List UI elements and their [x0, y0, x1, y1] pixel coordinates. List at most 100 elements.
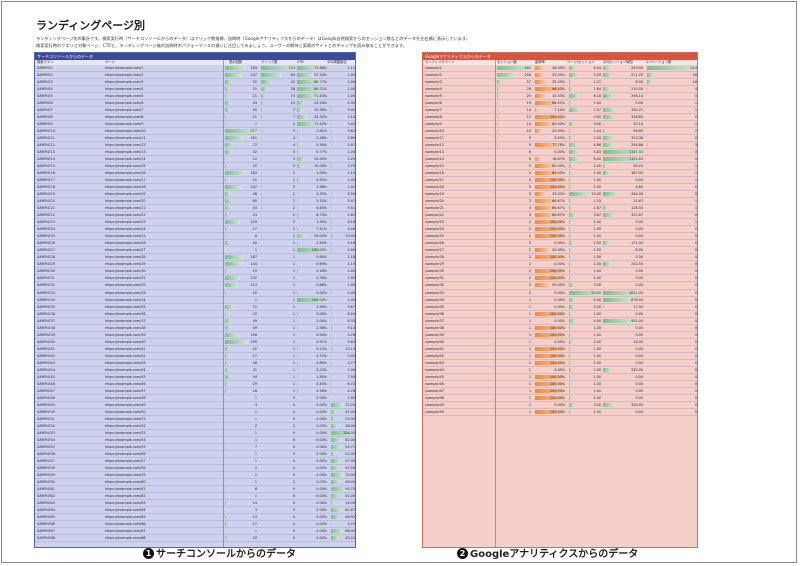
- landing-page-cell: /sample/27: [425, 248, 444, 253]
- bounce-cell: 66.67%: [552, 206, 565, 211]
- landing-page-cell: /sample/44: [425, 367, 444, 372]
- data-bar: [225, 283, 239, 288]
- data-bar: [647, 66, 697, 70]
- table-row: /sample/30 2 100.00% 1.00 0.00 0: [423, 268, 697, 276]
- position-cell: 66.00: [345, 529, 355, 534]
- table-row: SAMPLE58 https://example.com/58 2 0 0.00% 47.…: [35, 465, 355, 472]
- pages-session-cell: 6.18: [593, 94, 601, 99]
- impressions-cell: 1: [254, 297, 257, 302]
- data-bar: [569, 297, 576, 302]
- pages-session-cell: 2.00: [593, 164, 601, 169]
- col-pages-session: ページ/セッション: [567, 60, 595, 64]
- pages-session-cell: 1.44: [593, 129, 601, 134]
- table-row: /sample/19 3 33.33% 13.00 444.00 0: [423, 191, 697, 199]
- bounce-cell: 100.00%: [549, 269, 565, 274]
- ctr-cell: 5.56%: [316, 388, 327, 393]
- sessions-cell: 5: [528, 171, 531, 176]
- page-cell: https://example.com/19: [105, 192, 146, 197]
- ctr-cell: 1.09%: [316, 171, 327, 176]
- data-bar: [331, 227, 332, 232]
- bounce-cell: 100.00%: [549, 353, 565, 358]
- table-row: /sample/24 2 100.00% 1.00 0.00 0: [423, 226, 697, 234]
- data-bar: [331, 500, 334, 505]
- ctr-cell: 2.50%: [316, 241, 327, 246]
- data-bar: [569, 143, 577, 148]
- table-row: /sample/36 1 100.00% 1.00 0.00 0: [423, 311, 697, 318]
- query-cell: SAMPLE57: [37, 458, 55, 463]
- impressions-cell: 18: [252, 388, 257, 393]
- data-bar: [297, 108, 302, 113]
- table-row: SAMPLE66 https://example.com/66 27 0 0.00% 5.…: [35, 521, 355, 529]
- impressions-cell: 20: [252, 290, 257, 295]
- ctr-cell: 0.69%: [316, 262, 327, 267]
- impressions-cell: 195: [250, 339, 257, 344]
- data-bar: [569, 227, 571, 232]
- pages-session-cell: 4.00: [593, 297, 601, 302]
- data-bar: [261, 73, 283, 78]
- data-bar: [331, 507, 342, 512]
- ctr-cell: 15.56%: [314, 108, 327, 113]
- data-bar: [603, 108, 615, 113]
- landing-page-cell: /sample/22: [425, 213, 444, 218]
- ctr-cell: 2.56%: [316, 325, 327, 330]
- sessions-cell: 1: [528, 339, 531, 344]
- table-row: SAMPLE56 https://example.com/56 1 0 0.00% 22.…: [35, 451, 355, 458]
- page-cell: https://example.com/12: [105, 143, 146, 148]
- ctr-cell: 25.00%: [314, 157, 327, 162]
- position-cell: 4.00: [347, 248, 355, 253]
- impressions-cell: 40: [252, 241, 257, 246]
- pages-session-cell: 3.00: [593, 402, 601, 407]
- data-bar: [331, 493, 341, 498]
- data-bar: [225, 367, 229, 372]
- data-bar: [569, 122, 574, 127]
- landing-page-cell: /sample/50: [425, 409, 444, 414]
- data-bar: [297, 101, 304, 106]
- sessions-cell: 491: [524, 66, 531, 70]
- query-cell: SAMPLE25: [37, 234, 55, 239]
- table-row: SAMPLE26 https://example.com/26 40 1 2.50% 4.…: [35, 240, 355, 248]
- avg-duration-cell: 444.00: [631, 192, 643, 197]
- conversions-cell: 0: [694, 255, 697, 260]
- landing-page-cell: /sample/42: [425, 353, 444, 358]
- table-row: /sample/35 1 0.00% 3.00 17.00 0: [423, 304, 697, 311]
- table-row: /sample/20 3 66.67% 1.33 11.67 1: [423, 198, 697, 206]
- table-row: SAMPLE57 https://example.com/57 1 0 0.00% 57.…: [35, 458, 355, 465]
- landing-page-cell: /sample/11: [425, 136, 444, 141]
- impressions-cell: 1: [254, 416, 257, 421]
- page-cell: https://example.com/6: [105, 101, 144, 106]
- data-bar: [225, 206, 230, 211]
- data-bar: [225, 171, 247, 176]
- table-row: SAMPLE17 https://example.com/17 21 2 9.52% 1.…: [35, 177, 355, 185]
- data-bar: [331, 346, 334, 351]
- data-bar: [535, 346, 565, 351]
- data-bar: [535, 227, 565, 232]
- data-bar: [225, 486, 226, 491]
- data-bar: [535, 94, 545, 99]
- sessions-cell: 2: [528, 255, 531, 260]
- data-bar: [331, 430, 355, 435]
- pages-session-cell: 1.00: [593, 269, 601, 274]
- impressions-cell: 20: [252, 311, 257, 316]
- sessions-cell: 2: [528, 220, 531, 225]
- landing-page-cell: /sample/2: [425, 73, 442, 78]
- query-cell: SAMPLE34: [37, 297, 55, 302]
- clicks-cell: 1: [292, 381, 295, 386]
- data-bar: [225, 143, 234, 148]
- data-bar: [331, 192, 332, 197]
- data-bar: [261, 101, 264, 106]
- avg-duration-cell: 11.67: [633, 199, 643, 204]
- data-bar: [297, 234, 305, 239]
- pages-session-cell: 2.50: [593, 241, 601, 246]
- data-bar: [331, 388, 332, 393]
- page-cell: https://example.com/28: [105, 255, 146, 260]
- data-bar: [603, 150, 643, 155]
- impressions-cell: 52: [252, 80, 257, 85]
- query-cell: SAMPLE37: [37, 318, 55, 323]
- query-cell: SAMPLE14: [37, 157, 55, 162]
- bounce-cell: 100.00%: [549, 255, 565, 260]
- clicks-cell: 1: [292, 255, 295, 260]
- data-bar: [297, 136, 298, 141]
- data-bar: [569, 311, 571, 316]
- data-bar: [569, 346, 571, 351]
